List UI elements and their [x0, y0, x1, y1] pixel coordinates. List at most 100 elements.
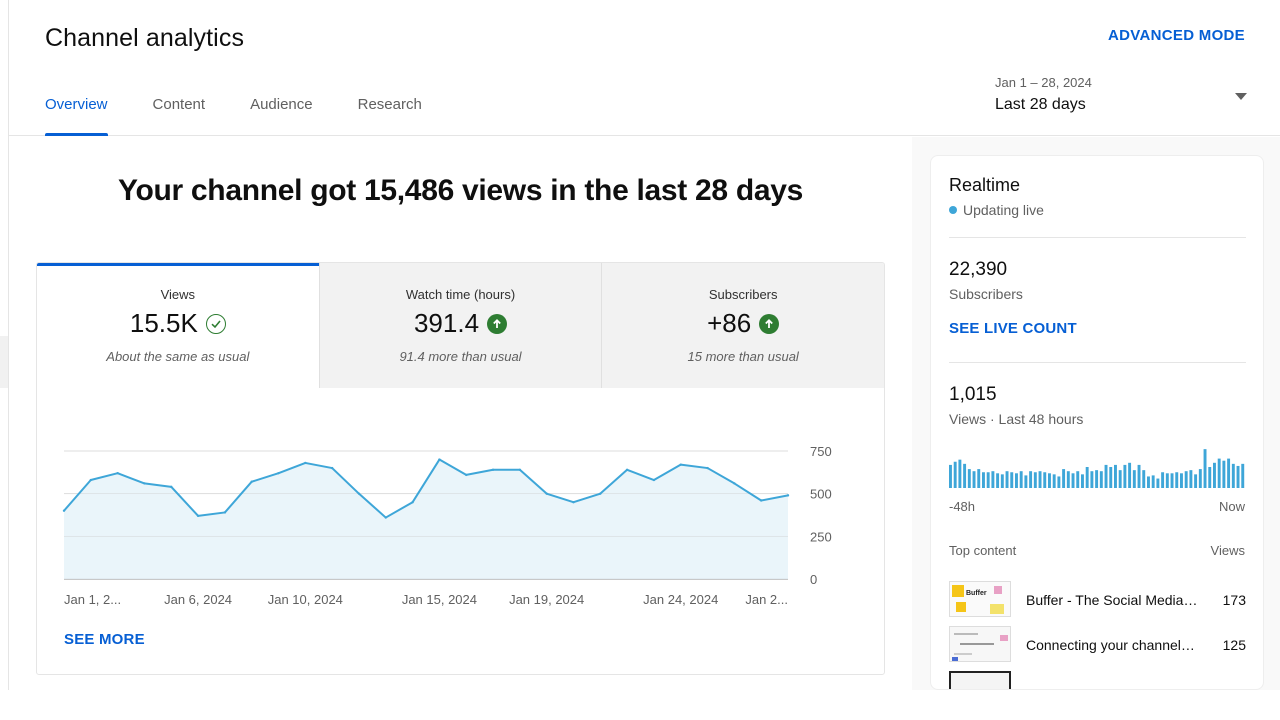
y-tick-label: 500: [810, 487, 832, 502]
realtime-bar: [1198, 469, 1202, 488]
metric-label: Views: [160, 287, 196, 302]
tab-research[interactable]: Research: [357, 96, 422, 113]
realtime-bar: [1085, 467, 1089, 488]
realtime-bar: [1184, 471, 1188, 488]
y-tick-label: 250: [810, 529, 832, 544]
realtime-bar: [958, 459, 962, 488]
date-range-selector[interactable]: Jan 1 – 28, 2024 Last 28 days: [995, 75, 1255, 119]
subscriber-count: 22,390: [949, 259, 1008, 280]
realtime-bar: [1118, 470, 1122, 488]
metric-note: 15 more than usual: [687, 349, 799, 364]
top-content-label: Top content: [949, 543, 1017, 558]
realtime-status: Updating live: [949, 202, 1044, 218]
realtime-bar: [1043, 472, 1047, 488]
top-content-item[interactable]: Buffer Buffer - The Social Media Tool...…: [949, 581, 1246, 621]
realtime-bar: [949, 464, 952, 488]
realtime-card: Realtime Updating live 22,390 Subscriber…: [930, 155, 1264, 690]
realtime-bar: [963, 463, 967, 488]
views-data-point: [438, 458, 441, 461]
realtime-bar: [1132, 470, 1136, 488]
realtime-bar: [1175, 472, 1179, 488]
divider: [949, 237, 1246, 238]
x-tick-label: Jan 19, 2024: [509, 592, 584, 607]
metric-value-row: 15.5K: [37, 308, 319, 339]
realtime-bar: [986, 472, 990, 488]
realtime-bar: [1147, 476, 1150, 488]
realtime-axis-start: -48h: [949, 499, 976, 514]
video-thumbnail: [949, 626, 1011, 662]
metric-views[interactable]: Views 15.5K About the same as usual: [37, 263, 319, 388]
realtime-bar: [1019, 471, 1023, 488]
date-range-dates: Jan 1 – 28, 2024: [995, 75, 1092, 90]
metric-subscribers[interactable]: Subscribers +86 15 more than usual: [601, 263, 884, 388]
realtime-bar: [1081, 474, 1084, 488]
realtime-bar: [1208, 467, 1212, 488]
arrow-up-circle-icon: [759, 313, 780, 334]
views-data-point: [357, 492, 361, 495]
left-nav-rail: [0, 0, 9, 690]
realtime-bar: [1203, 449, 1207, 488]
views-data-point: [277, 471, 280, 475]
top-content-item[interactable]: Connecting your channel to Buffer 125: [949, 626, 1246, 666]
realtime-bar: [1095, 470, 1099, 488]
x-tick-label: Jan 6, 2024: [164, 592, 232, 607]
views-data-point: [384, 516, 387, 519]
views-data-point: [465, 473, 468, 477]
realtime-bar: [1066, 471, 1070, 488]
top-content-views: 173: [1222, 592, 1246, 608]
tab-overview[interactable]: Overview: [45, 96, 108, 136]
top-content-item-partial[interactable]: [949, 671, 1246, 689]
y-tick-label: 750: [810, 444, 832, 459]
overview-card: Views 15.5K About the same as usual Watc…: [36, 262, 885, 675]
metric-watch-time[interactable]: Watch time (hours) 391.4 91.4 more than …: [318, 263, 602, 388]
top-content-title: Buffer - The Social Media Tool...: [1026, 592, 1198, 608]
realtime-bar: [1137, 464, 1141, 488]
date-range-label: Last 28 days: [995, 96, 1086, 113]
views-data-point: [143, 482, 146, 485]
realtime-bar: [1180, 473, 1183, 488]
y-tick-label: 0: [810, 572, 817, 587]
views-area-fill: [64, 459, 788, 579]
realtime-bar: [1165, 473, 1169, 488]
svg-text:Buffer: Buffer: [966, 590, 987, 597]
tab-audience[interactable]: Audience: [250, 96, 313, 113]
realtime-bar: [1062, 469, 1066, 488]
realtime-bar: [953, 461, 957, 488]
metric-note: 91.4 more than usual: [399, 349, 522, 364]
realtime-bar: [977, 469, 981, 488]
see-live-count-button[interactable]: SEE LIVE COUNT: [949, 320, 1077, 337]
realtime-bar: [996, 473, 1000, 488]
realtime-bar: [1222, 460, 1226, 488]
realtime-bar: [1231, 463, 1235, 488]
subscriber-label: Subscribers: [949, 286, 1023, 302]
nav-rail-indicator: [0, 336, 8, 388]
x-tick-label: Jan 2...: [745, 592, 788, 607]
views-area-chart: 750 500 250 0 Jan 1, 2... Jan 6, 2024 Jan 10, …: [62, 444, 832, 607]
realtime-views-count: 1,015: [949, 384, 997, 405]
realtime-bar: [1071, 473, 1075, 488]
top-content-views-label: Views: [1210, 543, 1245, 558]
views-data-point: [250, 480, 253, 483]
divider: [949, 362, 1246, 363]
views-data-point: [572, 501, 575, 504]
x-tick-label: Jan 15, 2024: [402, 592, 477, 607]
realtime-bar: [1038, 471, 1042, 488]
realtime-bar: [1128, 462, 1132, 488]
metric-label: Subscribers: [708, 287, 778, 302]
metric-value-row: +86: [602, 308, 884, 339]
realtime-bar: [1029, 471, 1033, 488]
realtime-bar: [1213, 462, 1216, 488]
metric-label: Watch time (hours): [405, 287, 516, 302]
realtime-bar: [1109, 467, 1113, 488]
realtime-views-label: Views · Last 48 hours: [949, 411, 1084, 427]
see-more-button[interactable]: SEE MORE: [64, 631, 145, 648]
views-headline: Your channel got 15,486 views in the las…: [117, 174, 803, 207]
tab-content[interactable]: Content: [152, 96, 206, 113]
realtime-title: Realtime: [949, 175, 1021, 195]
views-data-point: [330, 466, 334, 470]
x-tick-label: Jan 10, 2024: [268, 592, 343, 607]
views-data-point: [625, 468, 629, 471]
views-data-point: [411, 501, 414, 504]
metric-value: 391.4: [413, 308, 480, 338]
advanced-mode-button[interactable]: ADVANCED MODE: [1108, 27, 1245, 44]
